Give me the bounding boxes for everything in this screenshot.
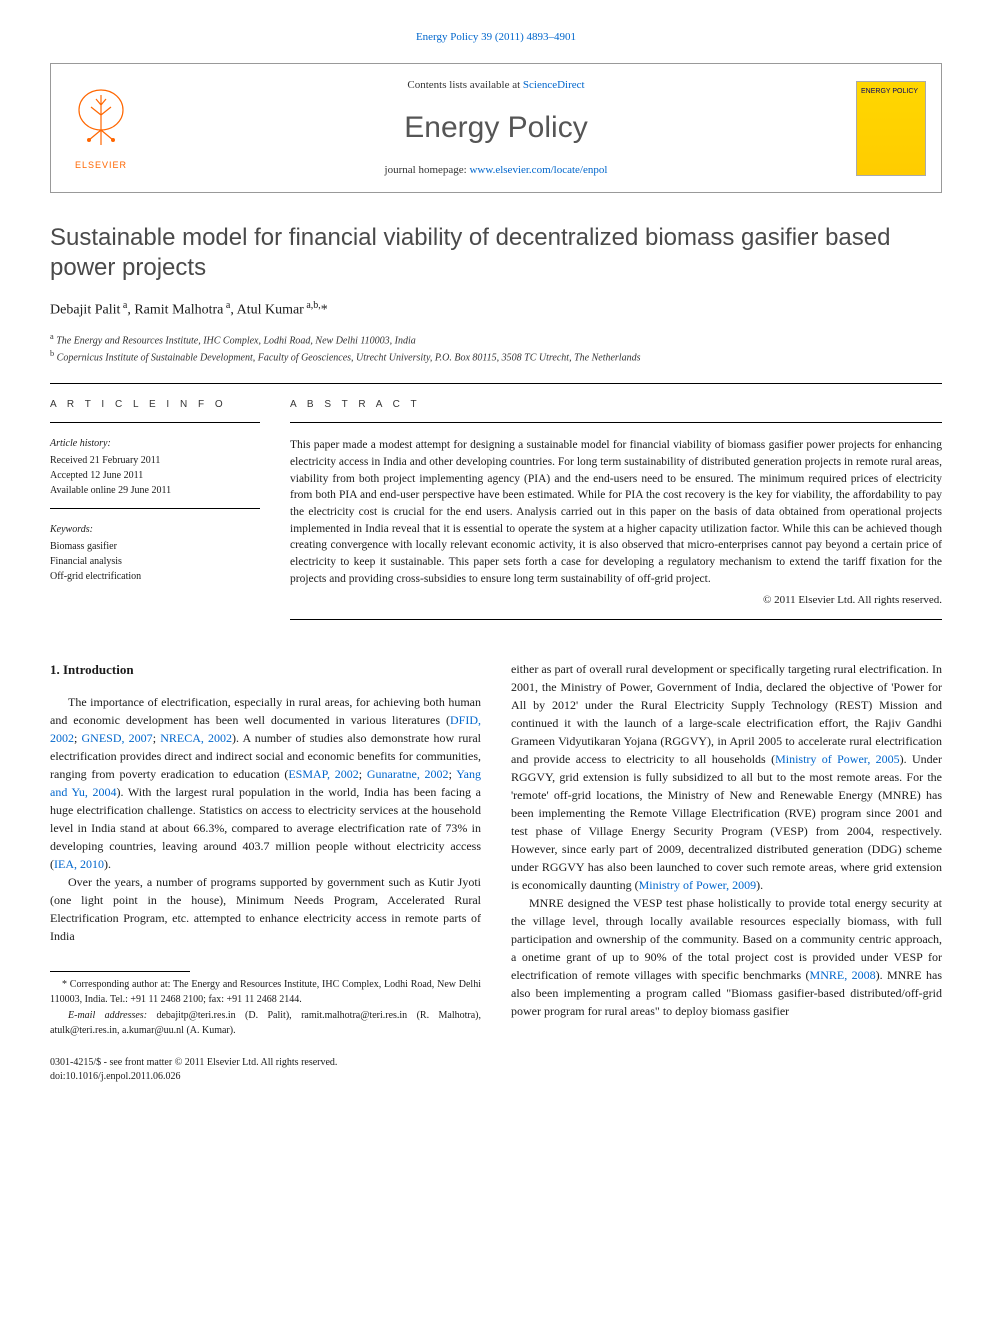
email-footnote: E-mail addresses: debajitp@teri.res.in (… [50, 1009, 481, 1038]
column-right: either as part of overall rural developm… [511, 660, 942, 1085]
elsevier-logo: ELSEVIER [51, 64, 151, 192]
journal-citation[interactable]: Energy Policy 39 (2011) 4893–4901 [50, 30, 942, 45]
history-received: Received 21 February 2011 [50, 453, 260, 468]
sciencedirect-link[interactable]: ScienceDirect [523, 79, 585, 91]
header-center: Contents lists available at ScienceDirec… [151, 64, 841, 192]
elsevier-tree-icon [71, 85, 131, 155]
footer-doi: doi:10.1016/j.enpol.2011.06.026 [50, 1070, 481, 1084]
abstract-divider [290, 422, 942, 423]
affiliation-b: b Copernicus Institute of Sustainable De… [50, 348, 942, 365]
affiliations: a The Energy and Resources Institute, IH… [50, 331, 942, 366]
journal-cover-box: ENERGY POLICY [841, 64, 941, 192]
contents-prefix: Contents lists available at [407, 79, 522, 91]
column-left: 1. Introduction The importance of electr… [50, 660, 481, 1085]
keywords-label: Keywords: [50, 523, 260, 537]
abstract-column: a b s t r a c t This paper made a modest… [290, 398, 942, 619]
journal-name: Energy Policy [404, 107, 587, 149]
abstract-copyright: © 2011 Elsevier Ltd. All rights reserved… [290, 593, 942, 608]
corresponding-marker: * [321, 303, 328, 318]
section-1-para-4: MNRE designed the VESP test phase holist… [511, 894, 942, 1020]
author-2-affil: a [223, 300, 230, 311]
keyword-1: Biomass gasifier [50, 539, 260, 554]
history-online: Available online 29 June 2011 [50, 483, 260, 498]
elsevier-label: ELSEVIER [75, 159, 127, 172]
ref-mnre-2008[interactable]: MNRE, 2008 [810, 968, 876, 982]
body-columns: 1. Introduction The importance of electr… [50, 660, 942, 1085]
ref-esmap-2002[interactable]: ESMAP, 2002 [288, 767, 358, 781]
divider-top [50, 383, 942, 384]
author-2: Ramit Malhotra [134, 303, 223, 318]
author-3: Atul Kumar [237, 303, 304, 318]
keyword-2: Financial analysis [50, 554, 260, 569]
section-1-para-1: The importance of electrification, espec… [50, 693, 481, 873]
homepage-line: journal homepage: www.elsevier.com/locat… [385, 163, 608, 178]
keyword-3: Off-grid electrification [50, 569, 260, 584]
abstract-divider-bottom [290, 619, 942, 620]
authors: Debajit Palit a, Ramit Malhotra a, Atul … [50, 299, 942, 320]
footnote-rule [50, 971, 190, 972]
meta-row: a r t i c l e i n f o Article history: R… [50, 398, 942, 619]
section-1-heading: 1. Introduction [50, 660, 481, 680]
abstract-text: This paper made a modest attempt for des… [290, 437, 942, 587]
history-accepted: Accepted 12 June 2011 [50, 468, 260, 483]
author-1-affil: a [120, 300, 127, 311]
affiliation-a: a The Energy and Resources Institute, IH… [50, 331, 942, 348]
ref-iea-2010[interactable]: IEA, 2010 [54, 857, 104, 871]
info-divider-1 [50, 422, 260, 423]
article-info-heading: a r t i c l e i n f o [50, 398, 260, 412]
section-1-para-3: either as part of overall rural developm… [511, 660, 942, 894]
footer-front-matter: 0301-4215/$ - see front matter © 2011 El… [50, 1056, 481, 1070]
homepage-link[interactable]: www.elsevier.com/locate/enpol [469, 164, 607, 176]
history-label: Article history: [50, 437, 260, 451]
ref-mop-2009[interactable]: Ministry of Power, 2009 [639, 878, 757, 892]
contents-line: Contents lists available at ScienceDirec… [407, 78, 584, 93]
corresponding-footnote: * Corresponding author at: The Energy an… [50, 978, 481, 1007]
ref-gnesd-2007[interactable]: GNESD, 2007 [82, 731, 153, 745]
abstract-heading: a b s t r a c t [290, 398, 942, 412]
author-1: Debajit Palit [50, 303, 120, 318]
ref-mop-2005[interactable]: Ministry of Power, 2005 [775, 752, 900, 766]
journal-header: ELSEVIER Contents lists available at Sci… [50, 63, 942, 193]
section-1-para-2: Over the years, a number of programs sup… [50, 873, 481, 945]
ref-nreca-2002[interactable]: NRECA, 2002 [160, 731, 232, 745]
footer-block: 0301-4215/$ - see front matter © 2011 El… [50, 1056, 481, 1084]
homepage-prefix: journal homepage: [385, 164, 470, 176]
info-divider-2 [50, 508, 260, 509]
journal-cover-thumbnail: ENERGY POLICY [856, 81, 926, 176]
article-title: Sustainable model for financial viabilit… [50, 223, 942, 283]
ref-gunaratne-2002[interactable]: Gunaratne, 2002 [367, 767, 449, 781]
article-info-column: a r t i c l e i n f o Article history: R… [50, 398, 260, 619]
author-3-affil: a,b, [304, 300, 321, 311]
